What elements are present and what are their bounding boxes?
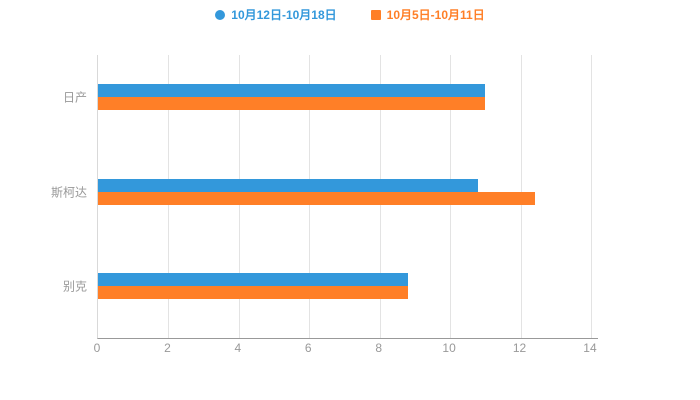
x-tick-label: 8 [375,341,383,355]
bar-series1-斯柯达 [98,178,479,192]
x-tick-label: 0 [93,341,101,355]
x-tick-label: 6 [304,341,312,355]
x-tick-label: 10 [442,341,456,355]
x-tick-label: 4 [234,341,242,355]
category-label: 斯柯达 [50,185,87,200]
legend-label: 10月5日-10月11日 [386,8,485,22]
legend-marker-square-icon [370,10,381,20]
x-tick-label: 2 [164,341,171,355]
x-axis: 0 2 4 6 8 10 12 14 [93,341,597,359]
plot-area [97,55,598,339]
legend-item-week2[interactable]: 10月12日-10月18日 [215,8,337,22]
category-label: 日产 [62,90,87,105]
legend-label: 10月12日-10月18日 [231,8,337,22]
y-axis: 日产斯柯达别克 [0,55,92,338]
category-label: 别克 [62,279,87,294]
x-tick-label: 12 [512,341,527,355]
legend-item-week1[interactable]: 10月5日-10月11日 [370,8,485,22]
bar-series1-日产 [98,84,486,98]
legend-marker-circle-icon [215,10,226,20]
x-tick-label: 14 [583,341,597,355]
bar-series2-日产 [98,97,486,111]
gridline [590,55,592,338]
bar-series2-别克 [98,286,408,300]
legend: 10月12日-10月18日 10月5日-10月11日 [0,8,700,22]
bar-series1-别克 [98,273,408,287]
bar-series2-斯柯达 [98,191,535,205]
